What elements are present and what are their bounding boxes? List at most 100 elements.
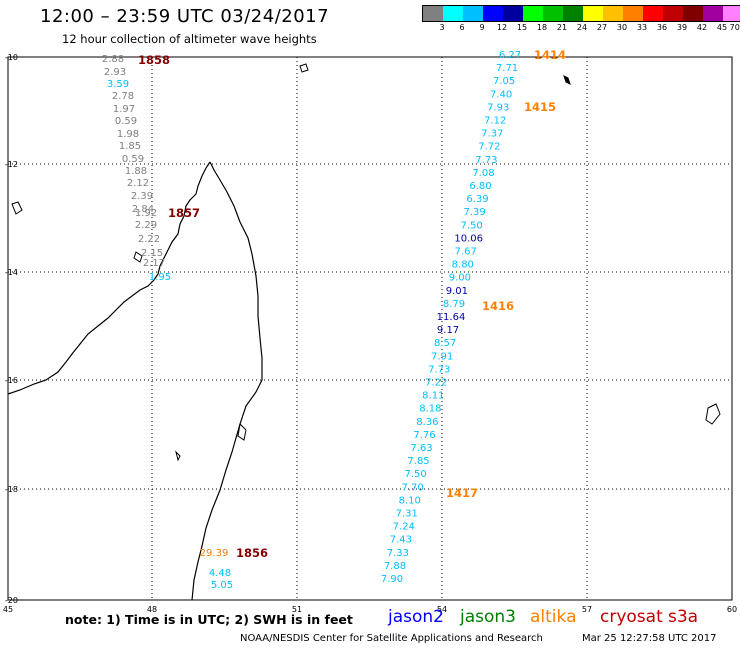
colorbar-swatch: [583, 6, 603, 21]
pass-id: 1857: [168, 206, 200, 220]
swh-value: 1.88: [125, 166, 147, 177]
island-5: [705, 403, 721, 425]
madagascar-east-coast: [191, 161, 263, 601]
colorbar-swatch: [623, 6, 643, 21]
swh-value: 0.59: [115, 116, 137, 127]
swh-value: 9.17: [437, 325, 459, 336]
swh-value: 2.78: [112, 91, 134, 102]
lon-label: 60: [727, 605, 737, 614]
colorbar-label: 42: [696, 23, 708, 32]
pass-id: 1415: [524, 100, 556, 114]
swh-value: 3.59: [107, 79, 129, 90]
lon-label: 45: [3, 605, 13, 614]
swh-value: 7.76: [413, 430, 435, 441]
swh-value: 10.06: [454, 233, 483, 244]
map-frame: [7, 56, 733, 601]
satellite-legend-altika: altika: [530, 607, 577, 627]
swh-value: 2.84: [132, 204, 154, 215]
swh-value: 9.01: [446, 286, 468, 297]
swh-value: 7.39: [463, 207, 485, 218]
swh-value: 1.97: [113, 104, 135, 115]
swh-value: 1.85: [119, 141, 141, 152]
generated-timestamp: Mar 25 12:27:58 UTC 2017: [582, 633, 717, 644]
lon-label: 54: [437, 605, 447, 614]
lat-label: -16: [5, 376, 18, 385]
swh-value: 8.36: [416, 417, 438, 428]
colorbar-swatch: [503, 6, 523, 21]
map-subtitle: 12 hour collection of altimeter wave hei…: [62, 32, 317, 46]
pass-id: 1414: [534, 48, 566, 62]
map-grid: [8, 57, 732, 600]
colorbar-swatch: [663, 6, 683, 21]
swh-value: 8.18: [419, 404, 441, 415]
colorbar-label: 6: [459, 23, 465, 32]
pass-id: 1416: [482, 299, 514, 313]
pass-id: 1417: [446, 486, 478, 500]
pass-id: 1858: [138, 53, 170, 67]
swh-value: 0.59: [122, 154, 144, 165]
swh-value: 2.93: [104, 67, 126, 78]
colorbar-swatch: [443, 6, 463, 21]
swh-value: 7.31: [396, 509, 418, 520]
island-2: [133, 251, 143, 263]
lat-label: -18: [5, 485, 18, 494]
colorbar-label: 15: [516, 23, 528, 32]
colorbar-label: 27: [596, 23, 608, 32]
swh-value: 2.12: [127, 178, 149, 189]
colorbar-swatch: [643, 6, 663, 21]
madagascar-west-coast: [7, 161, 211, 395]
swh-value: 7.24: [393, 522, 415, 533]
colorbar-swatch: [603, 6, 623, 21]
swh-value: 8.10: [399, 495, 421, 506]
swh-value: 7.91: [431, 351, 453, 362]
swh-value: 7.93: [487, 102, 509, 113]
swh-value: 8.79: [443, 299, 465, 310]
swh-value: 7.40: [490, 89, 512, 100]
swh-value: 2.88: [102, 54, 124, 65]
colorbar-label: 18: [536, 23, 548, 32]
colorbar-swatch: [563, 6, 583, 21]
lon-label: 51: [292, 605, 302, 614]
swh-value: 7.37: [481, 129, 503, 140]
swh-value: 7.67: [455, 247, 477, 258]
swh-value: 7.73: [475, 155, 497, 166]
coastline: [7, 63, 721, 601]
footer-note: note: 1) Time is in UTC; 2) SWH is in fe…: [65, 612, 353, 627]
colorbar: [422, 5, 740, 22]
colorbar-label: 36: [656, 23, 668, 32]
pass-id: 1856: [236, 546, 268, 560]
colorbar-swatch: [463, 6, 483, 21]
satellite-legend-jason3: jason3: [460, 607, 516, 627]
axis-labels: 45 48 51 54 57 60 -10 -12 -14 -16 -18 -20: [3, 53, 737, 614]
swh-value: 7.43: [390, 535, 412, 546]
colorbar-label: 45: [716, 23, 728, 32]
swh-value: 4.48: [209, 568, 231, 579]
swh-value: 8.80: [452, 260, 474, 271]
swh-value: 7.88: [384, 561, 406, 572]
swh-value: 6.39: [466, 194, 488, 205]
colorbar-label: 39: [676, 23, 688, 32]
swh-value: 7.90: [381, 574, 403, 585]
satellite-legend-jason2: jason2: [388, 607, 444, 627]
swh-value: 7.33: [387, 548, 409, 559]
colorbar-swatch: [423, 6, 443, 21]
swh-value: 7.70: [402, 482, 424, 493]
credit-line: NOAA/NESDIS Center for Satellite Applica…: [240, 633, 543, 644]
swh-value: 1.92: [135, 208, 157, 219]
swh-value: 1.98: [117, 129, 139, 140]
map-title: 12:00 – 23:59 UTC 03/24/2017: [40, 6, 330, 27]
colorbar-swatch: [543, 6, 563, 21]
swh-value: 2.29: [135, 220, 157, 231]
colorbar-label: 9: [479, 23, 485, 32]
swh-value: 29.39: [200, 548, 229, 559]
colorbar-label: 21: [556, 23, 568, 32]
swh-value: 7.05: [493, 76, 515, 87]
island-7: [175, 450, 181, 462]
colorbar-swatch: [703, 6, 723, 21]
swh-value: 7.50: [404, 469, 426, 480]
swh-value: 7.50: [461, 220, 483, 231]
lon-label: 57: [582, 605, 592, 614]
lat-label: -12: [5, 160, 18, 169]
swh-value: 8.11: [422, 391, 444, 402]
swh-value: 1.95: [149, 272, 171, 283]
